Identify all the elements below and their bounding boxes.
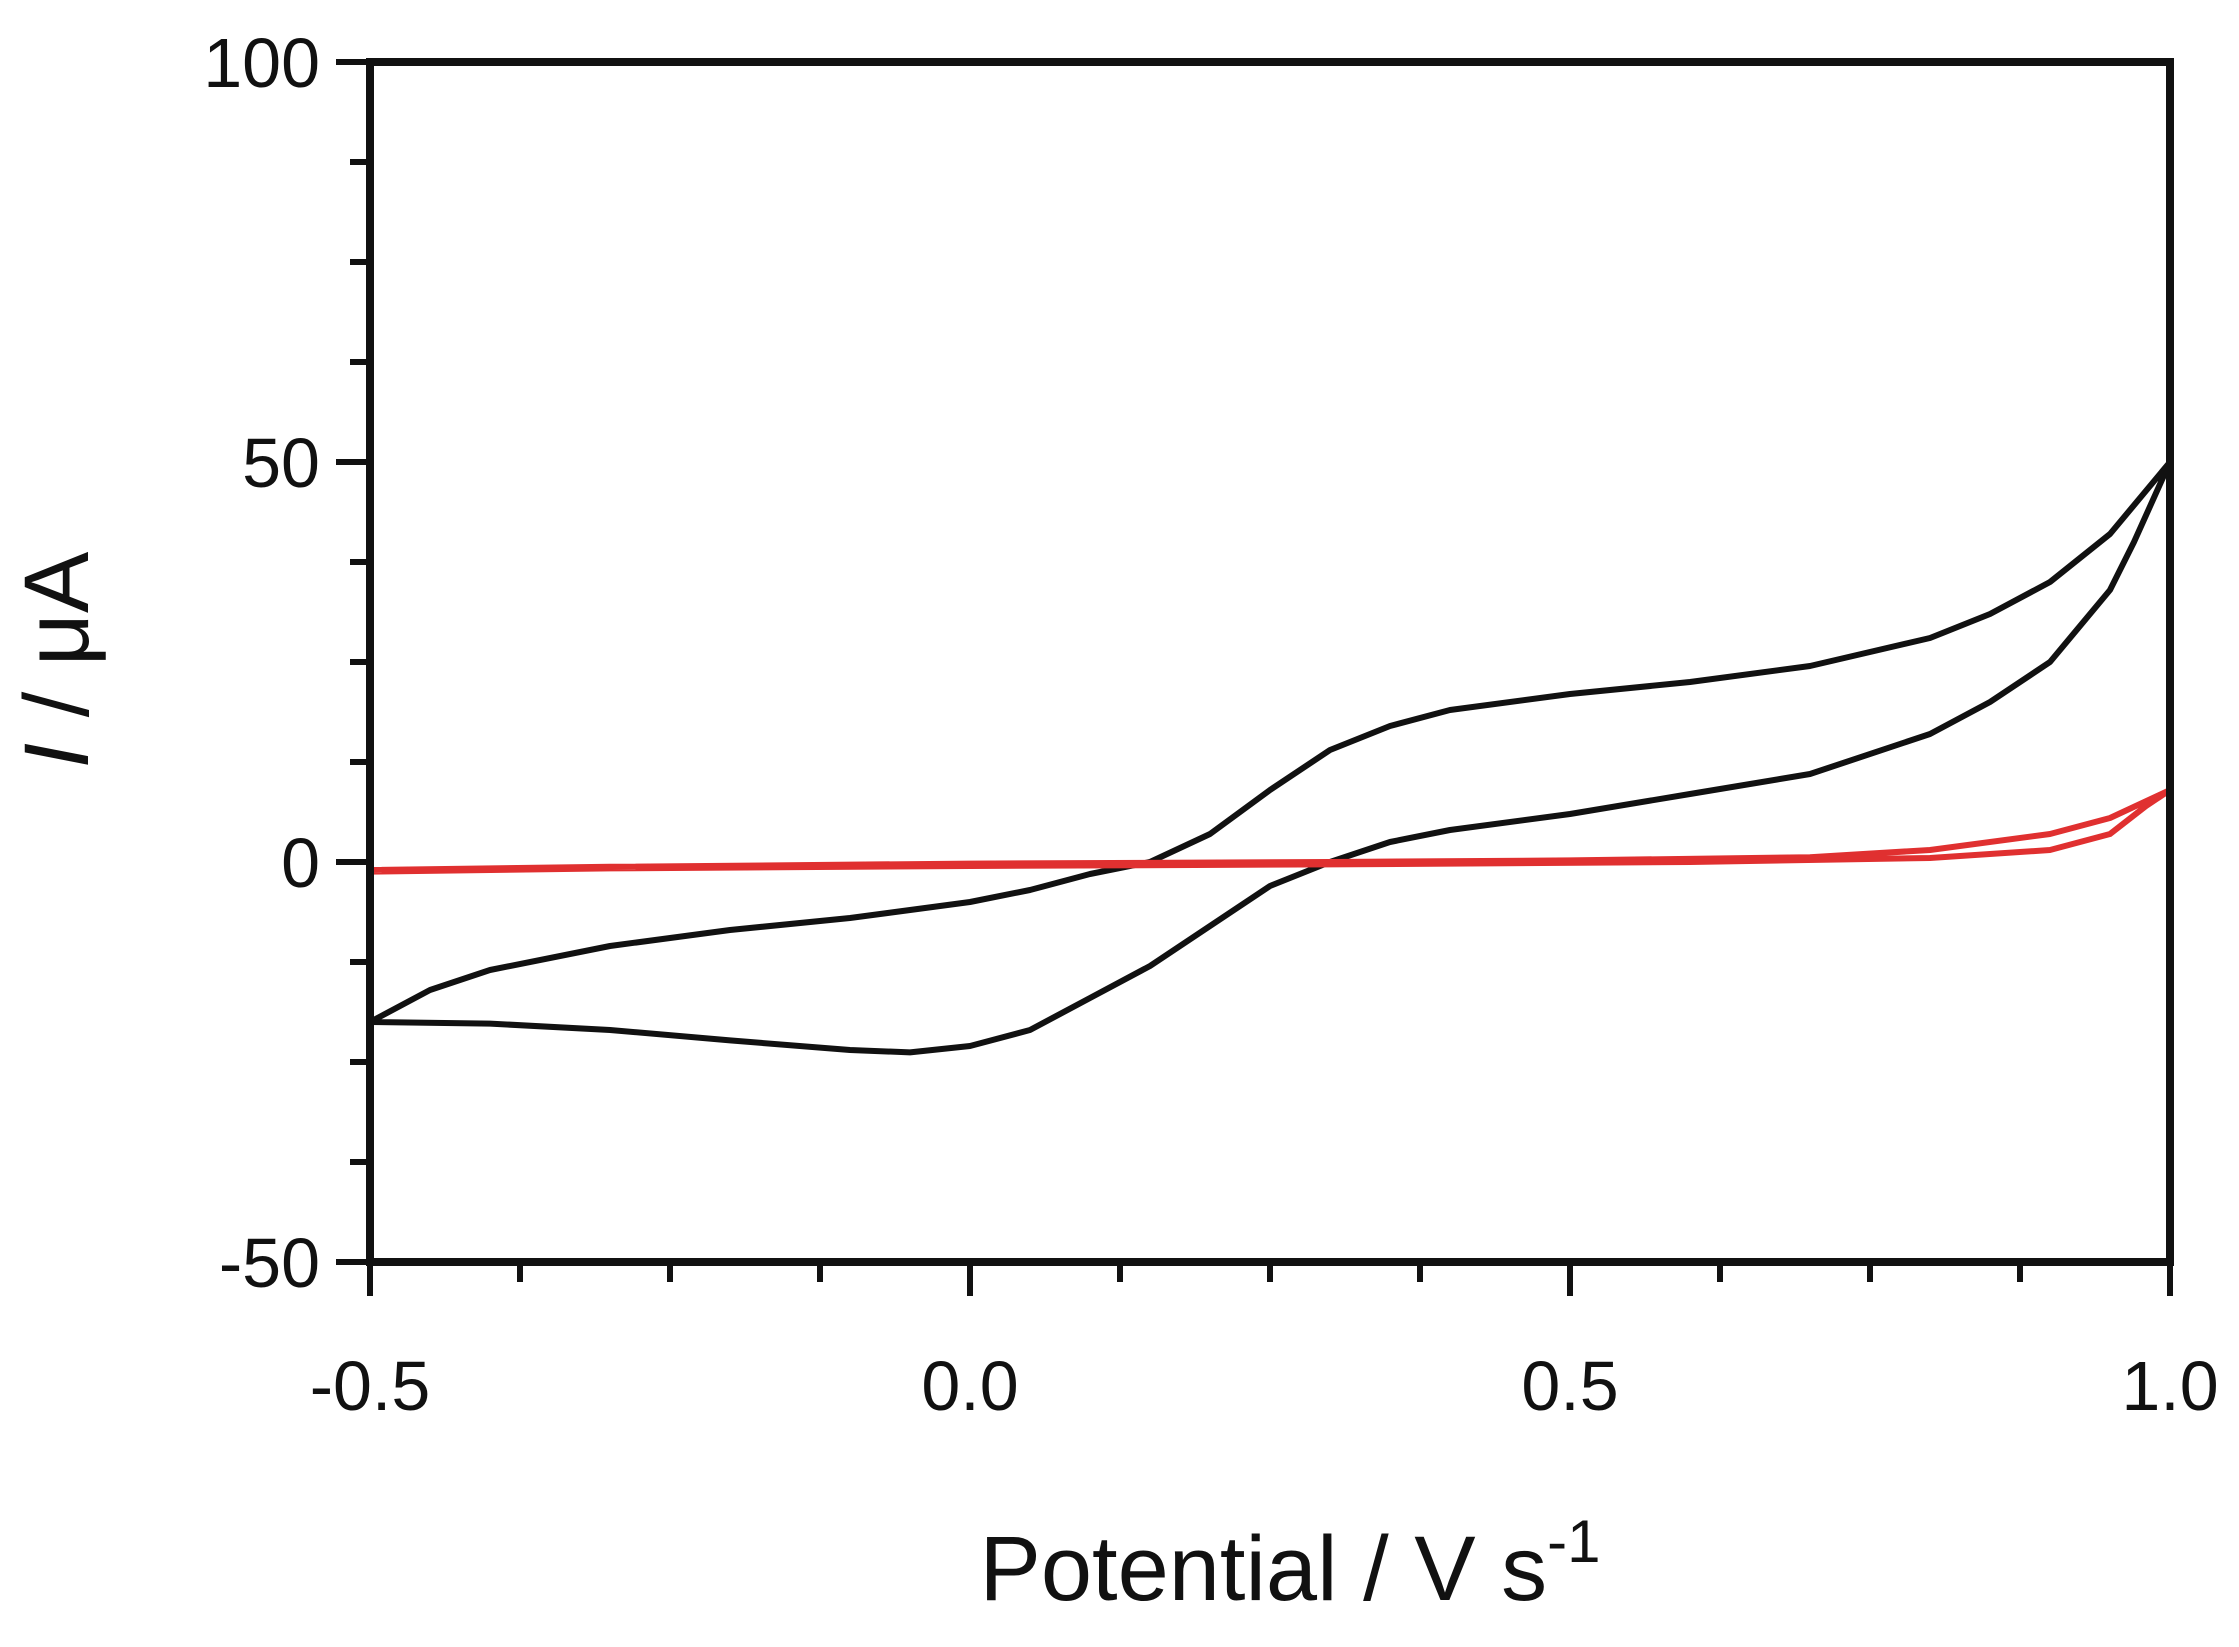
y-axis-title-unit: μA [6, 551, 108, 666]
ticks-layer [336, 59, 2173, 1296]
series-line-1 [367, 459, 2173, 1056]
y-tick-label: 100 [203, 24, 320, 102]
x-axis-title-sup: -1 [1547, 1508, 1600, 1575]
y-axis-title-var: I [6, 743, 108, 769]
x-tick-label: 0.5 [1521, 1347, 1618, 1425]
series-layer [367, 459, 2173, 1056]
series-line-2 [367, 787, 2173, 875]
x-axis-title-sep: / [1338, 1518, 1415, 1620]
x-tick-label: 1.0 [2121, 1347, 2218, 1425]
x-axis-title: Potential / V s-1 [979, 1508, 1600, 1620]
tick-labels-layer: -0.5 0.0 0.5 1.0 -50 0 50 100 [203, 24, 2218, 1425]
x-tick-label: 0.0 [921, 1347, 1018, 1425]
y-tick-label: -50 [219, 1224, 320, 1302]
y-tick-label: 50 [242, 424, 320, 502]
y-axis-title: I / μA [6, 551, 108, 768]
y-axis-title-sep: / [6, 666, 108, 743]
plot-frame [366, 58, 2174, 1266]
y-tick-label: 0 [281, 824, 320, 902]
x-axis-title-unit: V s [1414, 1518, 1547, 1620]
x-tick-label: -0.5 [310, 1347, 431, 1425]
x-axis-title-main: Potential [979, 1518, 1337, 1620]
